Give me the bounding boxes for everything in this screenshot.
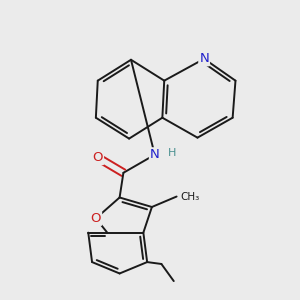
Text: N: N (150, 148, 160, 161)
Text: O: O (91, 212, 101, 225)
Text: H: H (168, 148, 176, 158)
Text: O: O (92, 151, 103, 164)
Text: N: N (199, 52, 209, 65)
Text: CH₃: CH₃ (180, 191, 200, 202)
